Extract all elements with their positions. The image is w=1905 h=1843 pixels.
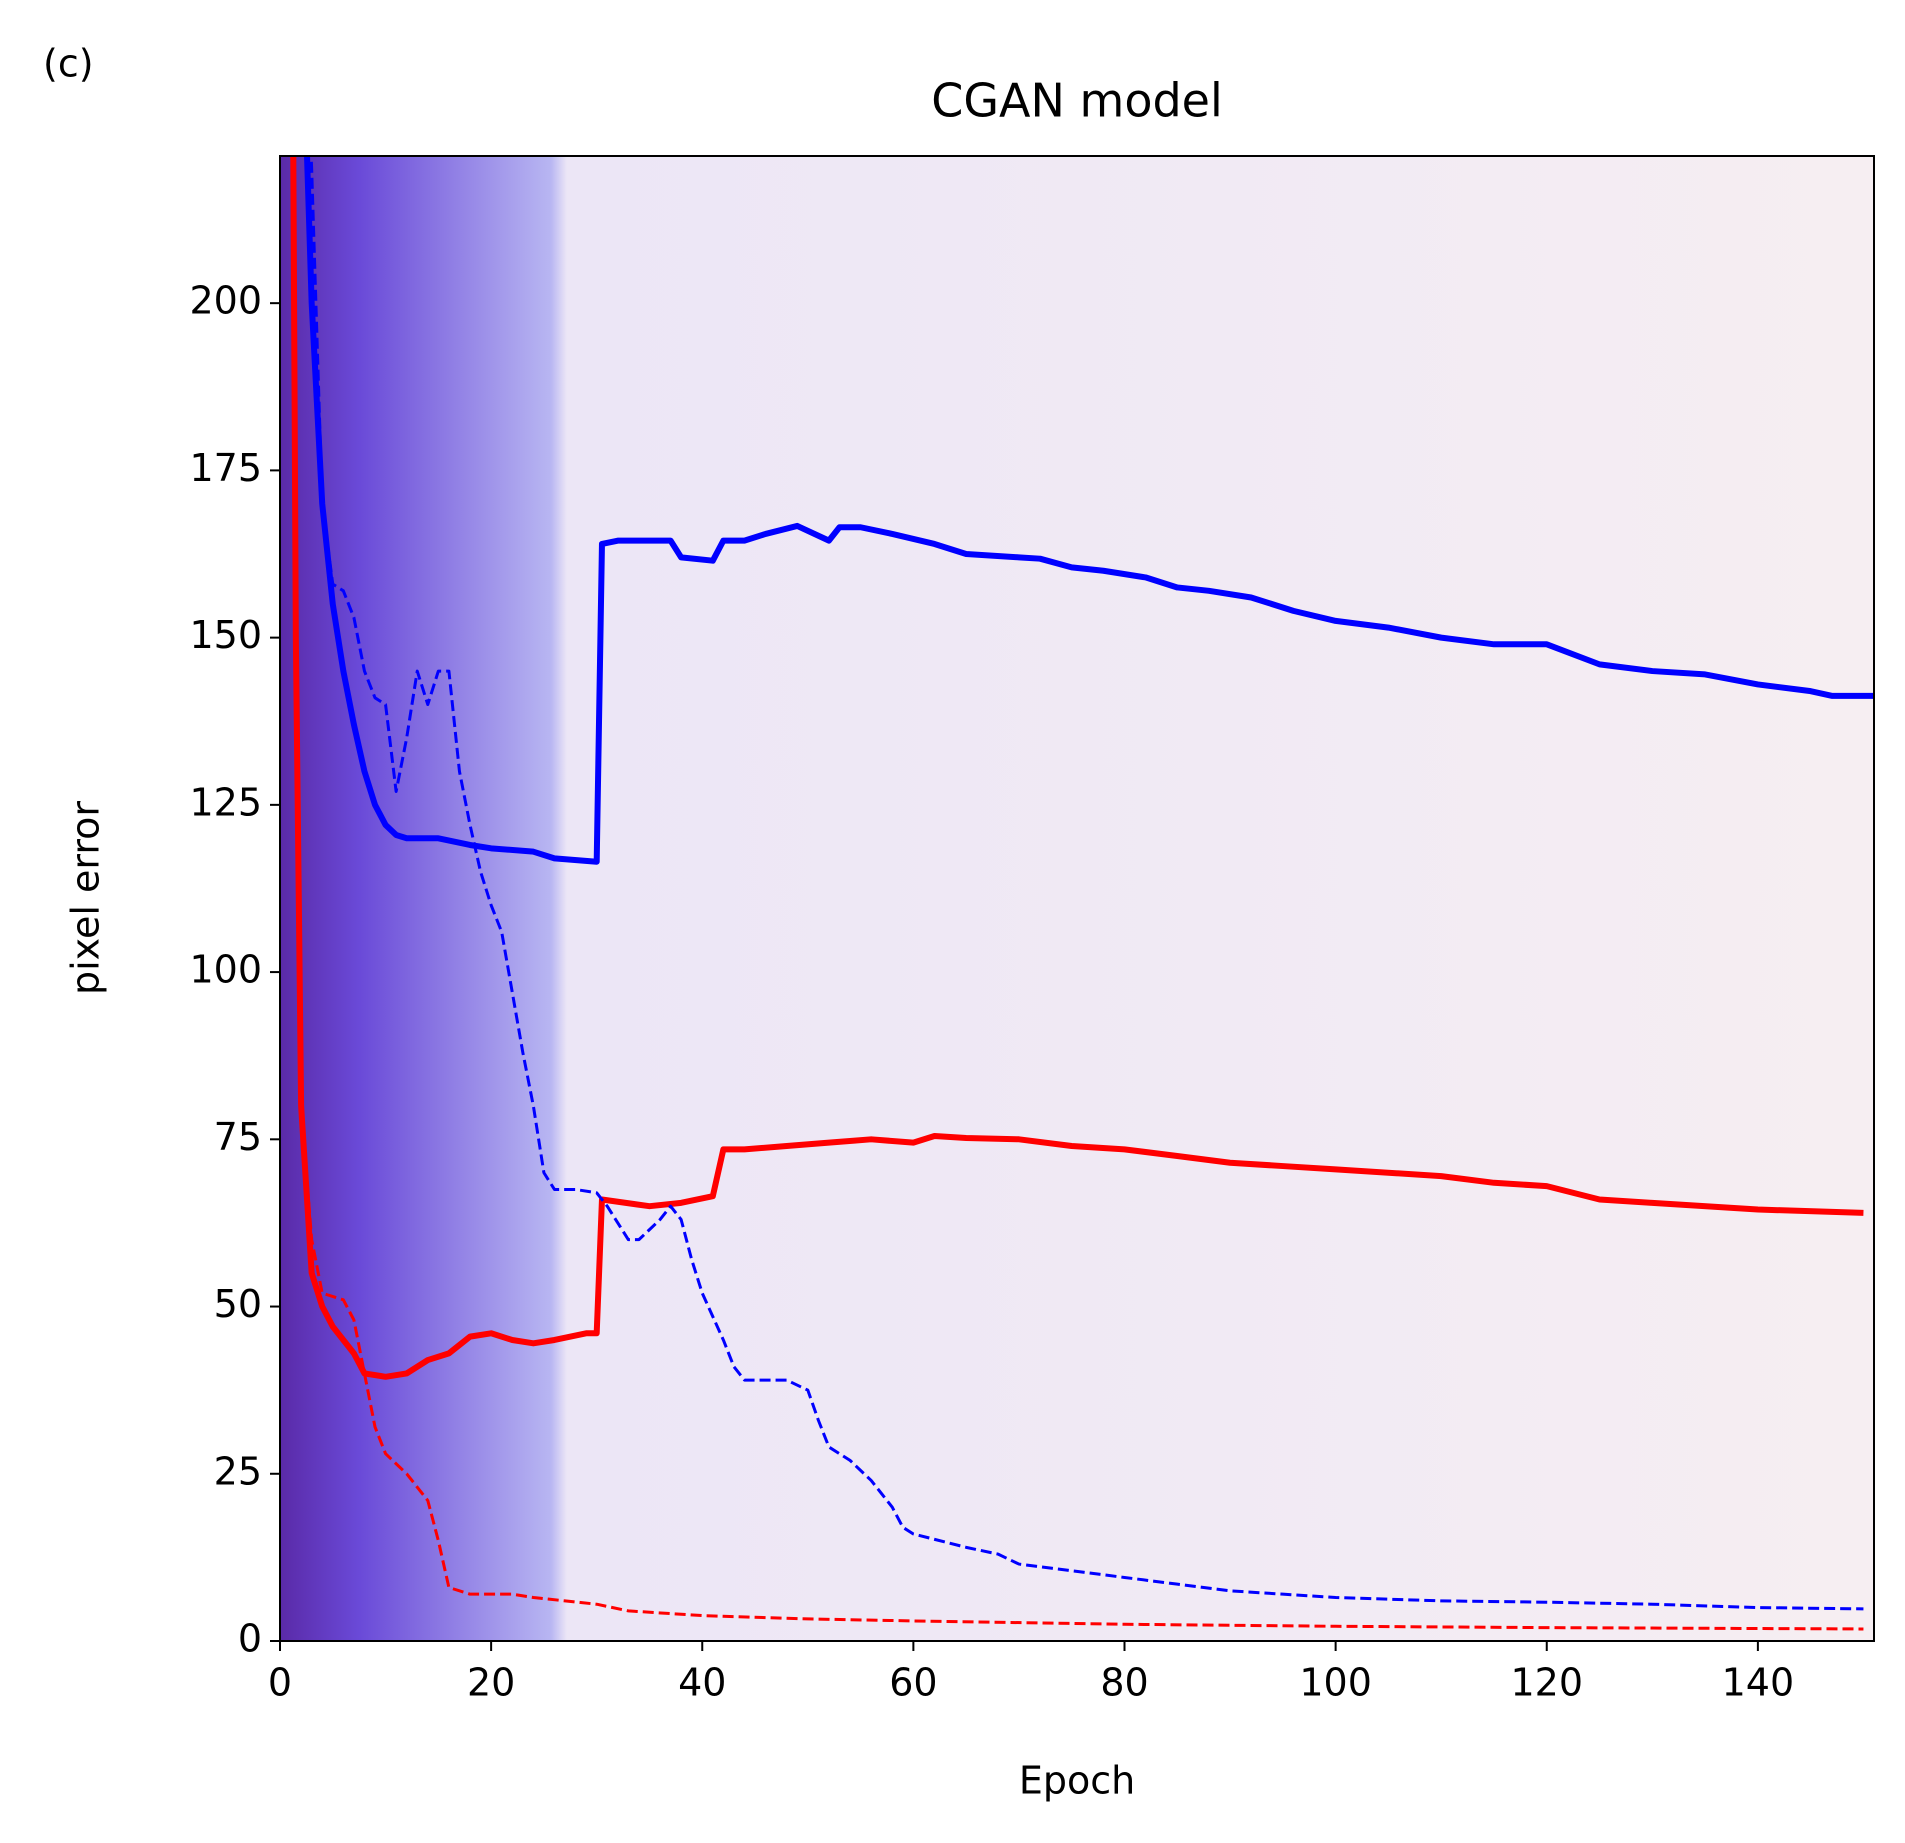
y-tick-label: 0	[238, 1617, 262, 1661]
series-line	[291, 156, 1864, 1631]
chart-title: CGAN model	[931, 74, 1223, 128]
x-tick-label: 0	[268, 1661, 292, 1705]
series-line	[309, 156, 1864, 1611]
x-tick-label: 20	[467, 1661, 515, 1705]
y-tick-label: 100	[189, 948, 262, 992]
y-tick-label: 25	[214, 1449, 262, 1493]
y-tick-label: 75	[214, 1115, 262, 1159]
series-line	[290, 156, 1864, 1380]
y-tick-label: 150	[189, 613, 262, 657]
axes-frame	[279, 155, 1875, 1642]
x-tick-label: 140	[1722, 1661, 1795, 1705]
x-tick-label: 80	[1100, 1661, 1148, 1705]
x-axis-label: Epoch	[1019, 1759, 1135, 1803]
y-axis-label: pixel error	[64, 801, 108, 995]
series-line	[304, 156, 1874, 865]
x-tick-label: 100	[1299, 1661, 1372, 1705]
y-tick-label: 50	[214, 1282, 262, 1326]
panel-label: (c)	[43, 42, 94, 86]
background-haze	[280, 156, 1874, 1641]
y-tick-label: 125	[189, 780, 262, 824]
x-tick-label: 60	[889, 1661, 937, 1705]
x-tick-label: 120	[1510, 1661, 1583, 1705]
y-tick-label: 200	[189, 279, 262, 323]
y-tick-label: 175	[189, 446, 262, 490]
x-tick-label: 40	[678, 1661, 726, 1705]
